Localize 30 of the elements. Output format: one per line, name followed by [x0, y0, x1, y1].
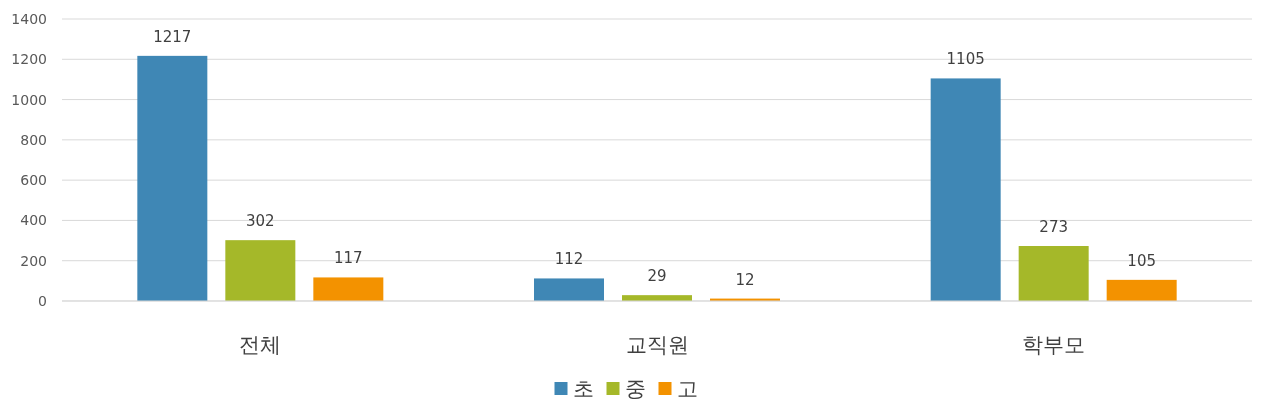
bar: [1106, 279, 1177, 301]
legend-label: 초: [572, 377, 594, 401]
y-tick-label: 600: [20, 172, 47, 189]
data-label: 29: [647, 267, 667, 286]
y-tick-label: 200: [20, 252, 47, 269]
data-label: 1217: [153, 27, 192, 46]
bar: [1018, 246, 1089, 301]
y-tick-label: 1400: [11, 11, 47, 27]
data-label: 1105: [946, 50, 985, 69]
bar: [137, 55, 208, 301]
data-label: 117: [334, 249, 363, 268]
legend-label: 고: [676, 377, 698, 401]
bar: [313, 277, 384, 301]
data-label: 273: [1039, 218, 1068, 237]
y-tick-label: 1200: [11, 51, 47, 68]
data-label: 302: [246, 212, 275, 231]
data-label: 12: [735, 270, 755, 289]
y-tick-label: 800: [20, 131, 47, 148]
x-tick-label: 학부모: [1022, 333, 1086, 357]
bar: [225, 240, 296, 301]
bar: [930, 78, 1001, 301]
y-tick-label: 0: [38, 293, 47, 309]
data-label: 105: [1127, 251, 1156, 270]
x-tick-label: 전체: [239, 333, 282, 357]
data-label: 112: [554, 250, 584, 269]
x-tick-label: 교직원: [625, 333, 689, 357]
legend-label: 중: [624, 377, 646, 401]
bar: [534, 278, 604, 301]
y-tick-label: 400: [20, 212, 47, 229]
y-tick-label: 1000: [11, 91, 47, 108]
